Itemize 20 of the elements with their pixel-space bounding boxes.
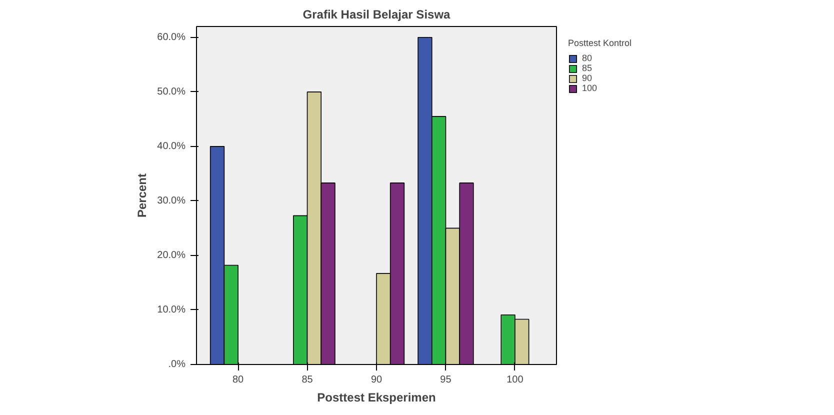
legend-label: 80 xyxy=(582,53,594,63)
x-tick-label: 85 xyxy=(302,374,314,386)
legend-title: Posttest Kontrol xyxy=(568,38,632,48)
x-tick-label: 100 xyxy=(506,374,524,386)
y-tick-label: 20.0% xyxy=(157,250,186,261)
y-tick-label: 60.0% xyxy=(157,32,186,43)
x-tick-label: 80 xyxy=(232,374,244,386)
x-axis-title: Posttest Eksperimen xyxy=(317,390,436,404)
legend-label: 85 xyxy=(582,63,594,73)
x-tick-label: 90 xyxy=(370,374,382,386)
x-tick-label: 95 xyxy=(440,374,452,386)
y-tick-label: 40.0% xyxy=(157,140,186,152)
legend-label: 100 xyxy=(582,83,598,93)
y-tick-label: 10.0% xyxy=(157,304,186,316)
legend-label: 90 xyxy=(582,73,594,83)
y-tick-label: 30.0% xyxy=(157,195,186,206)
chart-title: Grafik Hasil Belajar Siswa xyxy=(302,8,451,22)
y-tick-label: .0% xyxy=(168,359,186,370)
y-tick-label: 50.0% xyxy=(157,86,186,98)
y-axis-title: Percent xyxy=(135,173,150,218)
